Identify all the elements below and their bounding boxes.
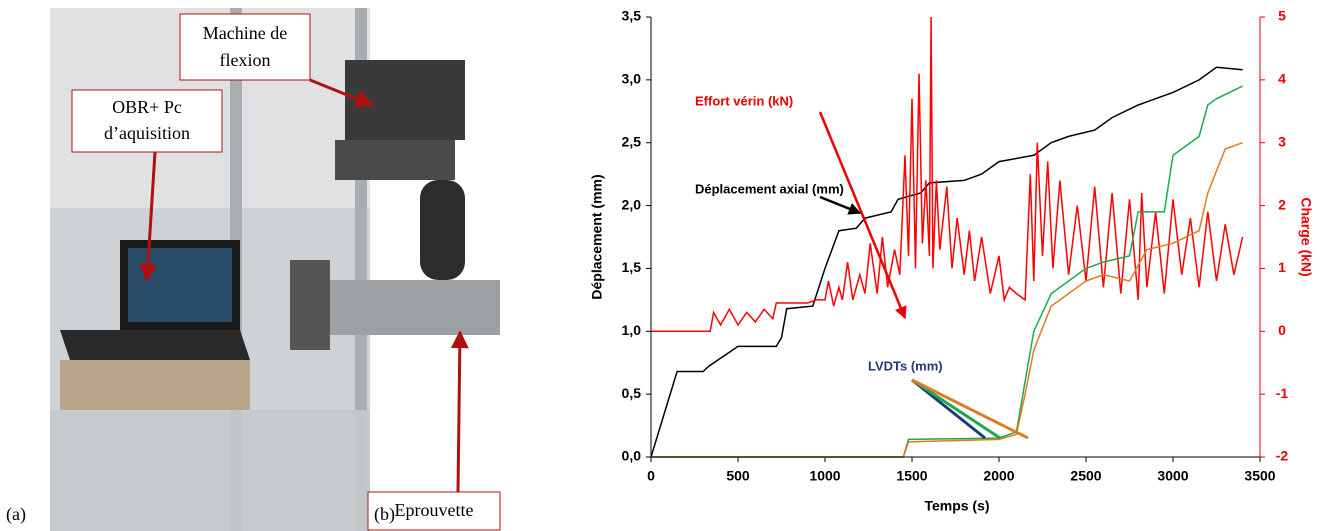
annotation-arrow	[819, 195, 862, 215]
annotation-arrow	[911, 378, 1029, 440]
x-tick-label: 2500	[1070, 468, 1101, 484]
photo-label: d’aquisition	[104, 123, 190, 143]
y2-tick-label: 1	[1278, 259, 1286, 275]
y-tick-label: 1,5	[622, 259, 642, 275]
photo-label: Machine de	[203, 23, 287, 43]
chart: 0 500 1000 1500 2000 2500 3000 3500 0,0 0,5 1,0 1,5…	[622, 8, 1289, 484]
label-box	[367, 491, 501, 531]
y2-tick-label: 3	[1278, 133, 1286, 149]
annotation: Effort vérin (kN)	[695, 93, 793, 108]
x-axis-label: Temps (s)	[924, 498, 989, 514]
x-tick-label: 2000	[983, 468, 1014, 484]
annotation: LVDTs (mm)	[868, 358, 943, 373]
x-tick-label: 3500	[1244, 468, 1275, 484]
table	[60, 360, 250, 410]
y-tick-label: 2,0	[622, 196, 642, 212]
photo-label: OBR+ Pc	[112, 97, 182, 117]
panel-label: (a)	[6, 504, 26, 525]
y2-tick-label: -1	[1276, 385, 1289, 401]
annotation: Déplacement axial (mm)	[695, 181, 844, 196]
y2-tick-label: 4	[1278, 71, 1286, 87]
y2-tick-label: 0	[1278, 322, 1286, 338]
photo-floor	[50, 410, 370, 531]
photo	[50, 8, 500, 531]
y-tick-label: 3,0	[622, 71, 642, 87]
y-axis-label: Déplacement (mm)	[589, 174, 605, 299]
arrow	[139, 151, 157, 282]
x-tick-label: 3000	[1157, 468, 1188, 484]
arrow	[450, 330, 469, 493]
label-box	[71, 89, 223, 153]
x-tick-label: 1500	[896, 468, 927, 484]
specimen	[330, 280, 500, 335]
panel-label: (b)	[374, 504, 395, 525]
y-tick-label: 1,0	[622, 322, 642, 338]
y2-tick-label: 5	[1278, 8, 1286, 24]
y-tick-label: 3,5	[622, 8, 642, 24]
x-tick-label: 0	[647, 468, 655, 484]
laptop-base	[60, 330, 250, 360]
press-head	[335, 140, 455, 180]
y-tick-label: 0,0	[622, 448, 642, 464]
arrow	[309, 78, 374, 108]
y-tick-label: 2,5	[622, 133, 642, 149]
x-tick-label: 500	[726, 468, 750, 484]
photo-label: Eprouvette	[395, 500, 474, 520]
annotation-arrow	[818, 111, 907, 320]
y2-tick-label: 2	[1278, 196, 1286, 212]
y-tick-label: 0,5	[622, 385, 642, 401]
photo-label: flexion	[220, 50, 271, 70]
device	[290, 260, 330, 350]
punch	[420, 180, 465, 280]
series-line	[651, 141, 1243, 458]
y2-axis-label: Charge (kN)	[1298, 197, 1314, 276]
x-tick-label: 1000	[809, 468, 840, 484]
y2-tick-label: -2	[1276, 448, 1289, 464]
laptop-display	[128, 248, 232, 322]
series-line	[651, 16, 1244, 333]
annotation-arrow	[911, 378, 1001, 440]
label-box	[179, 13, 311, 81]
